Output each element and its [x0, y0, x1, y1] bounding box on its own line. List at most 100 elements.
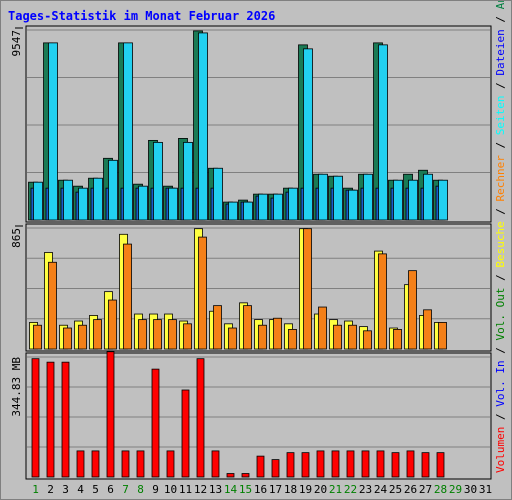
x-tick-label-day-27: 27 [419, 483, 432, 496]
x-tick-label-day-26: 26 [404, 483, 417, 496]
bar-rechner-day-15 [243, 305, 252, 350]
x-tick-label-day-19: 19 [299, 483, 312, 496]
legend-text-11: / [494, 76, 507, 96]
legend-text-0: Volumen [494, 427, 507, 473]
bar-rechner-day-18 [288, 329, 297, 350]
x-tick-label-day-1: 1 [32, 483, 39, 496]
bar-seiten-day-11 [183, 141, 193, 221]
bar-seiten-day-20 [318, 173, 328, 221]
x-tick-label-day-11: 11 [179, 483, 192, 496]
panel-1: 9547 [10, 25, 492, 223]
x-tick-label-day-21: 21 [329, 483, 342, 496]
bar-rechner-day-19 [303, 228, 312, 350]
bar-seiten-day-28 [438, 179, 448, 221]
bar-seiten-day-18 [288, 187, 298, 221]
x-tick-label-day-31: 31 [479, 483, 492, 496]
bar-volumen-day-21 [331, 450, 340, 478]
bar-rechner-day-16 [258, 324, 267, 350]
bar-volumen-day-8 [136, 450, 145, 478]
x-tick-label-day-5: 5 [92, 483, 99, 496]
x-tick-label-day-17: 17 [269, 483, 282, 496]
bar-seiten-day-22 [348, 189, 358, 221]
bar-seiten-day-13 [213, 167, 223, 221]
legend-text-5: / [494, 268, 507, 288]
bar-seiten-day-23 [363, 173, 373, 221]
bar-seiten-day-25 [393, 179, 403, 221]
bar-rechner-day-27 [423, 309, 432, 350]
bar-rechner-day-26 [408, 270, 417, 350]
x-tick-label-day-14: 14 [224, 483, 238, 496]
y-max-label: 9547 [10, 30, 23, 57]
legend-text-2: Vol. In [494, 360, 507, 406]
x-tick-label-day-8: 8 [137, 483, 144, 496]
bar-volumen-day-11 [181, 389, 190, 478]
panel-3: 344.83 MB [10, 351, 492, 480]
x-tick-label-day-13: 13 [209, 483, 222, 496]
bar-rechner-day-8 [138, 319, 147, 350]
bar-volumen-day-1 [31, 358, 40, 478]
bar-volumen-day-15 [241, 473, 250, 478]
bar-volumen-day-13 [211, 450, 220, 478]
bar-seiten-day-10 [168, 187, 178, 221]
bar-volumen-day-16 [256, 455, 265, 478]
x-tick-label-day-25: 25 [389, 483, 402, 496]
bar-seiten-day-21 [333, 175, 343, 221]
bar-rechner-day-13 [213, 305, 222, 350]
right-legend: Volumen / Vol. In / Vol. Out / Besuche /… [494, 1, 507, 473]
bar-volumen-day-10 [166, 450, 175, 478]
bar-rechner-day-17 [273, 317, 282, 350]
bar-volumen-day-9 [151, 368, 160, 478]
bar-volumen-day-28 [436, 452, 445, 478]
x-tick-label-day-12: 12 [194, 483, 207, 496]
bar-seiten-day-7 [123, 42, 133, 221]
bar-seiten-day-12 [198, 32, 208, 221]
x-tick-label-day-23: 23 [359, 483, 372, 496]
legend-text-4: Vol. Out [494, 288, 507, 341]
legend-text-12: Dateien [494, 29, 507, 75]
bar-seiten-day-1 [33, 181, 43, 221]
chart-title: Tages-Statistik im Monat Februar 2026 [8, 9, 275, 23]
panel-2: 865 [10, 223, 492, 352]
x-tick-label-day-30: 30 [464, 483, 477, 496]
bar-volumen-day-12 [196, 358, 205, 478]
x-tick-label-day-24: 24 [374, 483, 388, 496]
chart-panels: 9547 865 344.83 MB [10, 25, 492, 480]
bar-rechner-day-12 [198, 236, 207, 350]
legend-text-6: Besuche [494, 221, 507, 267]
bar-volumen-day-22 [346, 450, 355, 478]
legend-text-13: / [494, 9, 507, 29]
bar-rechner-day-24 [378, 253, 387, 350]
x-axis-day-labels: 1 2 3 4 5 6 7 8 9 10 11 12 13 14 15 16 17 18 19 20 21 22 23 24 2… [32, 483, 492, 496]
bar-rechner-day-9 [153, 319, 162, 350]
bar-volumen-day-19 [301, 452, 310, 478]
x-tick-label-day-28: 28 [434, 483, 447, 496]
bar-seiten-day-15 [243, 201, 253, 221]
bar-volumen-day-23 [361, 450, 370, 478]
bar-seiten-day-9 [153, 141, 163, 221]
bar-rechner-day-25 [393, 329, 402, 350]
legend-text-8: Rechner [494, 155, 507, 202]
bar-volumen-day-7 [121, 450, 130, 478]
x-tick-label-day-9: 9 [152, 483, 159, 496]
x-tick-label-day-4: 4 [77, 483, 84, 496]
x-tick-label-day-7: 7 [122, 483, 129, 496]
x-tick-label-day-18: 18 [284, 483, 297, 496]
y-max-label: 865 [10, 228, 23, 248]
legend-text-14: Anfragen [494, 1, 507, 9]
bar-rechner-day-7 [123, 243, 132, 350]
bar-volumen-day-4 [76, 450, 85, 478]
bar-volumen-day-20 [316, 450, 325, 478]
x-tick-label-day-10: 10 [164, 483, 177, 496]
bar-seiten-day-5 [93, 177, 103, 221]
bar-rechner-day-4 [78, 324, 87, 350]
bar-rechner-day-3 [63, 327, 72, 350]
bar-volumen-day-6 [106, 351, 115, 478]
bar-seiten-day-17 [273, 193, 283, 221]
bar-volumen-day-14 [226, 473, 235, 478]
x-tick-label-day-6: 6 [107, 483, 114, 496]
bar-volumen-day-27 [421, 452, 430, 478]
x-tick-label-day-15: 15 [239, 483, 252, 496]
bar-seiten-day-16 [258, 193, 268, 221]
